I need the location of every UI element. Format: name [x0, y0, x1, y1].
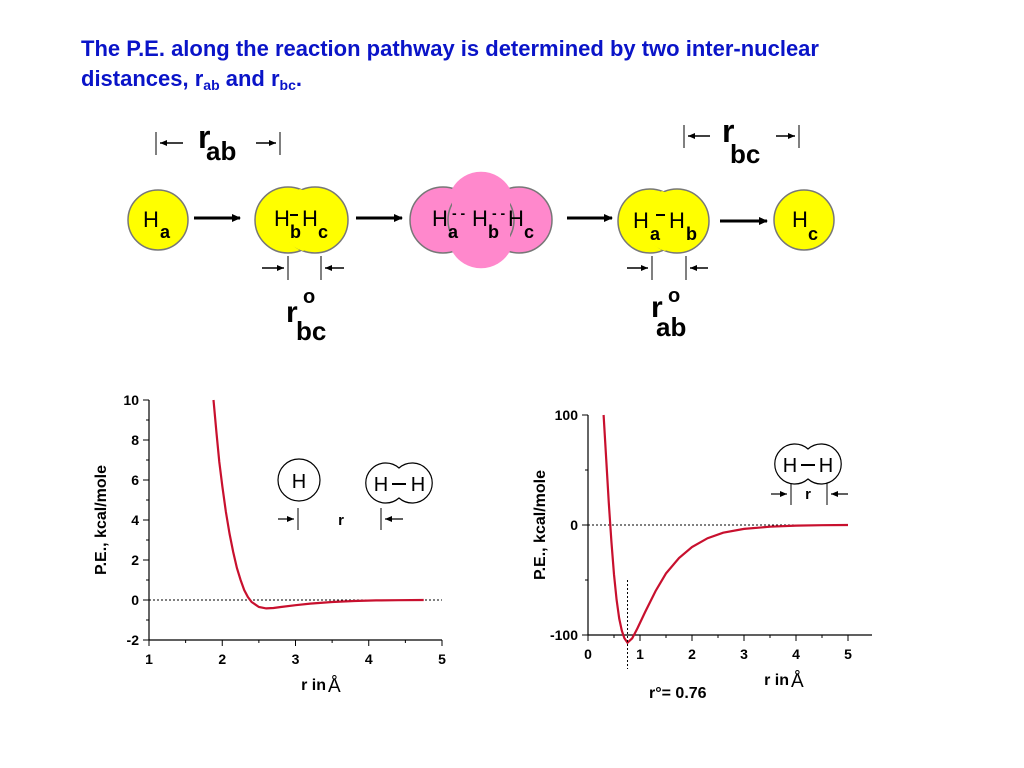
x-tick-label: 1 — [145, 651, 153, 667]
inset-h-label: H — [292, 471, 306, 493]
title-line-1: The P.E. along the reaction pathway is d… — [81, 36, 819, 61]
r-ab-distance-label: r ab — [155, 119, 281, 166]
svg-text:ab: ab — [656, 312, 686, 342]
x-tick-label: 2 — [218, 651, 226, 667]
inset-h-atom — [277, 458, 321, 502]
x-tick-label: 0 — [584, 646, 592, 662]
y-tick-label: 4 — [131, 512, 139, 528]
x-tick-label: 4 — [792, 646, 800, 662]
inset-h2: H Hr — [771, 443, 848, 505]
y-tick-label: 100 — [555, 407, 579, 423]
y-tick-label: -100 — [550, 627, 578, 643]
svg-text:- -: - - — [452, 205, 466, 221]
svg-text:a: a — [650, 224, 661, 244]
x-tick-label: 3 — [292, 651, 300, 667]
svg-text:r: r — [286, 296, 298, 329]
x-tick-label: 1 — [636, 646, 644, 662]
x-axis-label: r in — [764, 672, 789, 689]
svg-text:bc: bc — [296, 316, 326, 346]
atom-ha: H a — [127, 189, 189, 251]
x-axis-label: r in — [301, 677, 326, 694]
svg-text:a: a — [448, 222, 459, 242]
svg-text:r: r — [198, 119, 210, 155]
y-axis-label: P.E., kcal/mole — [532, 470, 549, 580]
svg-text:c: c — [524, 222, 534, 242]
x-axis-unit: Å — [328, 676, 341, 697]
inset-h2-left-label: H — [374, 474, 388, 496]
inset-h2-right-label: H — [411, 474, 425, 496]
svg-text:H: H — [143, 207, 159, 232]
r-bc-distance-label: r bc — [683, 113, 800, 169]
inset-h2-right-label: H — [819, 455, 833, 477]
title-line-2: distances, rab and rbc. — [81, 66, 302, 93]
svg-text:- -: - - — [492, 205, 506, 221]
svg-text:H: H — [472, 206, 488, 231]
y-axis-label: P.E., kcal/mole — [93, 465, 110, 575]
svg-text:a: a — [160, 222, 171, 242]
y-tick-label: 0 — [570, 517, 578, 533]
svg-text:H: H — [508, 206, 524, 231]
min-annotation: r°= 0.76 — [649, 685, 707, 702]
pe-curve — [602, 414, 849, 645]
svg-text:H: H — [432, 206, 448, 231]
r0-ab-label: r o ab — [627, 256, 708, 342]
inset-h-and-h2: H H Hr — [277, 458, 433, 530]
svg-text:o: o — [303, 286, 315, 308]
svg-text:H: H — [633, 208, 649, 233]
svg-text:b: b — [686, 224, 697, 244]
svg-text:c: c — [318, 222, 328, 242]
x-tick-label: 2 — [688, 646, 696, 662]
svg-text:H: H — [302, 206, 318, 231]
x-tick-label: 3 — [740, 646, 748, 662]
y-tick-label: 8 — [131, 432, 139, 448]
svg-text:bc: bc — [730, 139, 760, 169]
x-tick-label: 5 — [438, 651, 446, 667]
y-tick-label: 2 — [131, 552, 139, 568]
svg-text:H: H — [792, 207, 808, 232]
molecule-ha-hb: H a H b — [617, 188, 710, 254]
pe-chart-left: 1 2 3 4 5 -2 0 2 4 6 8 10 P.E., kcal/mole r in Å H H Hr — [93, 392, 446, 697]
inset-h2-left-label: H — [783, 455, 797, 477]
svg-text:b: b — [488, 222, 499, 242]
pe-chart-right: 0 1 2 3 4 5 -100 0 100 P.E., kcal/mole r in År°= 0… — [532, 407, 872, 702]
y-tick-label: -2 — [127, 632, 140, 648]
y-tick-label: 6 — [131, 472, 139, 488]
svg-text:o: o — [668, 285, 680, 307]
svg-text:r: r — [651, 291, 663, 324]
svg-text:ab: ab — [206, 136, 236, 166]
transition-state-ha-hb-hc: H a - - H b - - H c — [409, 171, 553, 269]
svg-text:H: H — [669, 208, 685, 233]
slide-title: The P.E. along the reaction pathway is d… — [81, 34, 981, 100]
y-tick-label: 0 — [131, 592, 139, 608]
svg-text:c: c — [808, 224, 818, 244]
atom-hc: H c — [773, 189, 835, 251]
pe-curve — [212, 399, 424, 610]
x-tick-label: 5 — [844, 646, 852, 662]
svg-text:H: H — [274, 206, 290, 231]
svg-text:b: b — [290, 222, 301, 242]
inset-r-label: r — [805, 486, 811, 503]
inset-r-label: r — [338, 512, 344, 529]
svg-text:r: r — [722, 113, 734, 149]
r0-bc-label: r o bc — [262, 256, 344, 346]
reaction-pathway-diagram: r ab r bc H a H b H — [127, 113, 835, 346]
x-tick-label: 4 — [365, 651, 373, 667]
y-tick-label: 10 — [123, 392, 139, 408]
x-axis-unit: Å — [791, 671, 804, 692]
molecule-hb-hc: H b H c — [254, 186, 349, 254]
